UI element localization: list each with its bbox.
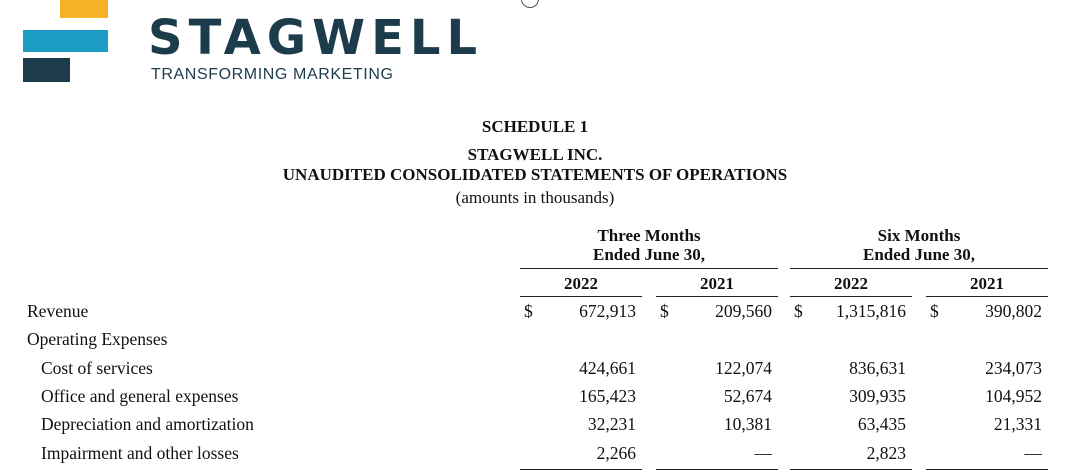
- group-divider: [520, 268, 778, 269]
- table-cell: 836,631: [849, 358, 906, 378]
- table-cell: 122,074: [715, 358, 772, 378]
- subtotal-rule: [790, 469, 912, 470]
- row-label-revenue: Revenue: [27, 301, 89, 321]
- statement-title: UNAUDITED CONSOLIDATED STATEMENTS OF OPE…: [282, 165, 788, 184]
- schedule-title: SCHEDULE 1: [481, 117, 589, 136]
- group-header-three-months: Three Months Ended June 30,: [593, 226, 705, 264]
- row-label-cost-of-services: Cost of services: [41, 358, 153, 378]
- logo-wordmark: STAGWELL: [148, 10, 484, 66]
- currency-symbol: $: [930, 301, 939, 321]
- table-cell: 32,231: [587, 414, 636, 434]
- table-cell: 390,802: [985, 301, 1042, 321]
- group-header-six-months: Six Months Ended June 30,: [863, 226, 975, 264]
- row-label-office-general: Office and general expenses: [41, 386, 239, 406]
- subtotal-rule: [520, 469, 642, 470]
- table-cell: —: [754, 443, 773, 463]
- year-divider: [926, 296, 1048, 297]
- stagwell-logo: STAGWELL TRANSFORMING MARKETING: [20, 0, 480, 90]
- currency-symbol: $: [794, 301, 803, 321]
- table-cell: 21,331: [993, 414, 1042, 434]
- group-divider: [790, 268, 1048, 269]
- year-header: 2021: [970, 274, 1004, 293]
- registered-mark-icon: [521, 0, 539, 8]
- row-label-impairment: Impairment and other losses: [41, 443, 239, 463]
- subtotal-rule: [926, 469, 1048, 470]
- currency-symbol: $: [524, 301, 533, 321]
- table-cell: 2,266: [596, 443, 636, 463]
- year-divider: [790, 296, 912, 297]
- year-header: 2022: [564, 274, 598, 293]
- table-cell: 209,560: [715, 301, 772, 321]
- table-cell: 104,952: [985, 386, 1042, 406]
- table-cell: 2,823: [866, 443, 906, 463]
- year-header: 2021: [700, 274, 734, 293]
- units-note: (amounts in thousands): [455, 188, 615, 207]
- subtotal-rule: [656, 469, 778, 470]
- table-cell: 1,315,816: [836, 301, 906, 321]
- row-label-operating-expenses: Operating Expenses: [27, 329, 168, 349]
- company-name: STAGWELL INC.: [467, 145, 603, 164]
- year-divider: [520, 296, 642, 297]
- table-cell: 63,435: [857, 414, 906, 434]
- table-cell: —: [1024, 443, 1043, 463]
- year-header: 2022: [834, 274, 868, 293]
- table-cell: 672,913: [579, 301, 636, 321]
- table-cell: 165,423: [579, 386, 636, 406]
- logo-tagline: TRANSFORMING MARKETING: [151, 66, 394, 83]
- logo-mark-icon: [23, 0, 108, 82]
- table-cell: 10,381: [723, 414, 772, 434]
- row-label-depreciation: Depreciation and amortization: [41, 414, 254, 434]
- year-divider: [656, 296, 778, 297]
- currency-symbol: $: [660, 301, 669, 321]
- table-cell: 234,073: [985, 358, 1042, 378]
- table-cell: 52,674: [723, 386, 772, 406]
- table-cell: 424,661: [579, 358, 636, 378]
- table-cell: 309,935: [849, 386, 906, 406]
